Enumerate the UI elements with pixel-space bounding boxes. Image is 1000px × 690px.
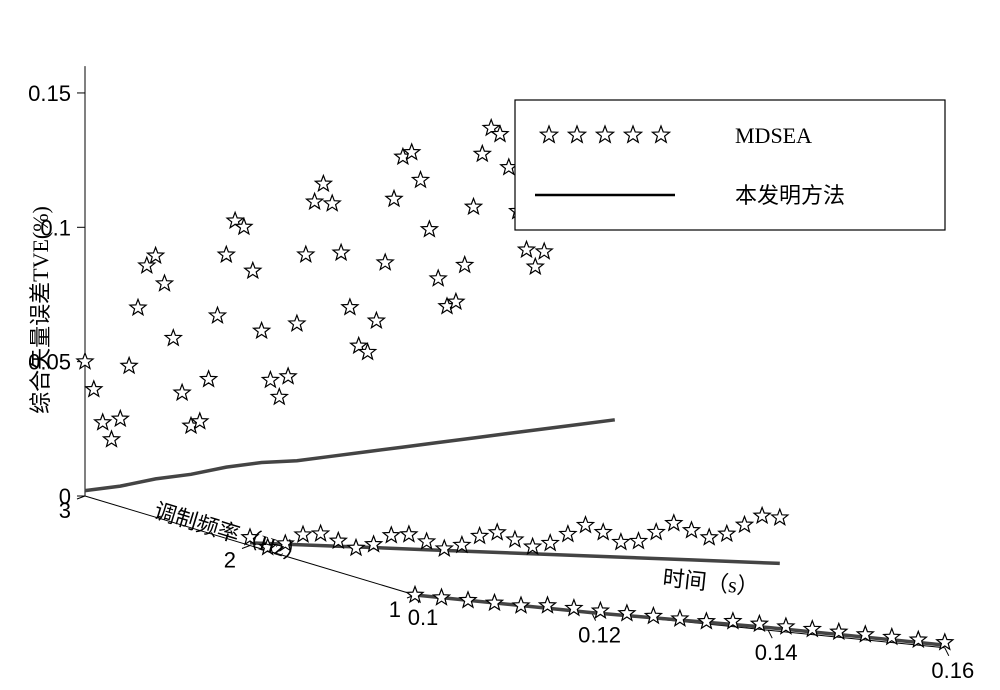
y-tick: 2 <box>224 548 236 573</box>
solid-y2 <box>250 543 780 564</box>
x-tick: 0.14 <box>755 640 798 665</box>
x-tick: 0.16 <box>931 658 974 683</box>
chart-3d: 00.050.10.151230.10.120.140.16 综合矢量误差TVE… <box>0 0 1000 690</box>
z-tick: 0.15 <box>28 81 71 106</box>
z-axis-label: 综合矢量误差TVE(%) <box>28 206 53 414</box>
legend-box <box>515 100 945 230</box>
mdsea-y2 <box>242 507 788 555</box>
solid-y3 <box>85 420 615 491</box>
x-tick: 0.12 <box>578 623 621 648</box>
mdsea-y1 <box>407 587 953 650</box>
y-tick: 1 <box>389 597 401 622</box>
legend-label: 本发明方法 <box>735 183 845 208</box>
legend: MDSEA 本发明方法 <box>515 100 945 230</box>
y-tick: 3 <box>59 498 71 523</box>
x-axis-label: 时间（s） <box>661 565 760 600</box>
x-tick: 0.1 <box>408 605 439 630</box>
legend-label: MDSEA <box>735 123 812 148</box>
